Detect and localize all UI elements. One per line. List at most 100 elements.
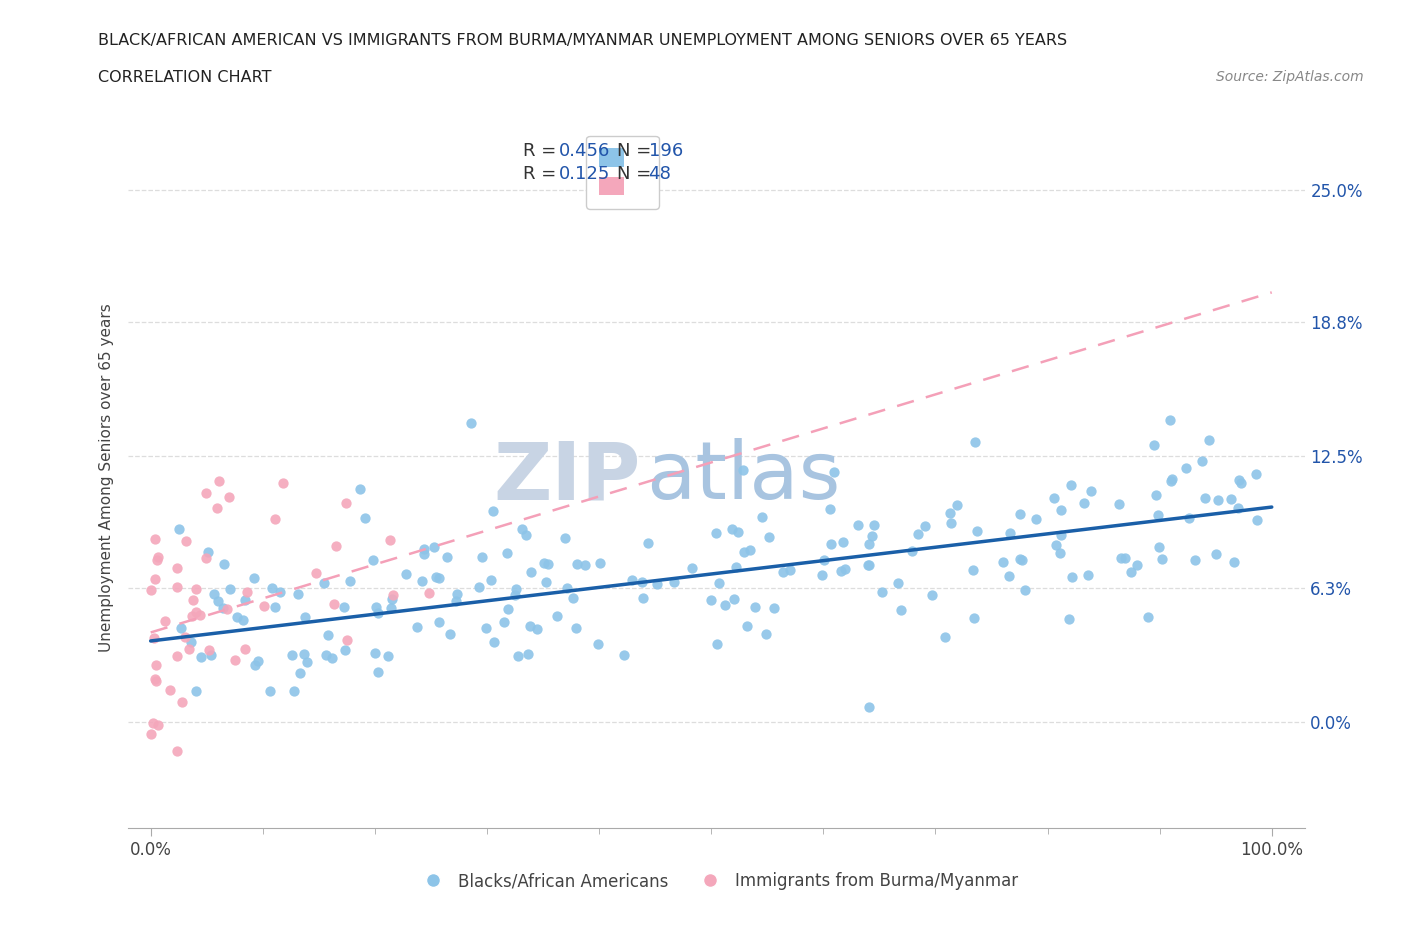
Point (834, 562, 856, 577)
Text: BLACK/AFRICAN AMERICAN VS IMMIGRANTS FROM BURMA/MYANMAR UNEMPLOYMENT AMONG SENIO: BLACK/AFRICAN AMERICAN VS IMMIGRANTS FRO… (98, 33, 1067, 47)
Point (620, 573, 643, 588)
Point (645, 577, 668, 591)
Point (323, 596, 346, 611)
Point (939, 516, 962, 531)
Point (243, 658, 266, 672)
Point (353, 511, 375, 525)
Point (1174, 460, 1197, 475)
Point (758, 529, 780, 544)
Point (637, 536, 659, 551)
Point (202, 586, 225, 601)
Point (197, 544, 219, 559)
Point (418, 585, 440, 600)
Point (198, 643, 221, 658)
Point (412, 547, 434, 562)
Point (439, 627, 461, 642)
Point (830, 564, 852, 578)
Point (166, 561, 188, 576)
Point (423, 540, 446, 555)
Point (475, 621, 498, 636)
Point (184, 684, 207, 698)
Point (145, 658, 167, 672)
Point (253, 599, 276, 614)
Text: CORRELATION CHART: CORRELATION CHART (98, 70, 271, 85)
Point (1144, 487, 1167, 502)
Point (217, 602, 239, 617)
Point (283, 684, 305, 698)
Point (218, 489, 240, 504)
Point (246, 654, 269, 669)
Point (211, 601, 233, 616)
Point (963, 611, 986, 626)
Point (555, 581, 578, 596)
Point (1114, 551, 1136, 565)
Point (914, 519, 936, 534)
Point (505, 582, 527, 597)
Point (823, 465, 845, 480)
Point (381, 588, 404, 603)
Point (195, 551, 218, 565)
Point (762, 601, 785, 616)
Point (714, 597, 737, 612)
Point (862, 517, 884, 532)
Point (1025, 512, 1047, 526)
Point (436, 550, 458, 565)
Point (181, 592, 204, 607)
Point (1043, 490, 1066, 505)
Point (921, 587, 943, 602)
Point (233, 642, 256, 657)
Point (1223, 554, 1246, 569)
Point (564, 621, 586, 636)
Point (1160, 473, 1182, 488)
Point (681, 560, 703, 575)
Point (818, 502, 841, 517)
Point (232, 612, 254, 627)
Point (546, 609, 568, 624)
Text: 48: 48 (648, 166, 672, 183)
Point (336, 632, 359, 647)
Point (727, 525, 749, 539)
Point (208, 474, 231, 489)
Text: R =: R = (523, 142, 561, 160)
Point (325, 538, 347, 553)
Point (207, 593, 229, 608)
Point (446, 593, 468, 608)
Point (411, 573, 433, 588)
Point (142, 631, 165, 645)
Point (294, 646, 316, 661)
Point (870, 584, 893, 599)
Point (998, 525, 1021, 540)
Point (236, 585, 259, 600)
Point (141, 582, 163, 597)
Point (779, 563, 801, 578)
Point (1045, 538, 1067, 552)
Point (738, 543, 761, 558)
Point (159, 683, 181, 698)
Point (907, 526, 929, 541)
Point (1011, 552, 1033, 567)
Point (534, 575, 557, 590)
Point (395, 566, 418, 581)
Point (141, 726, 163, 741)
Point (280, 647, 302, 662)
Point (381, 591, 404, 606)
Point (813, 552, 835, 567)
Point (515, 527, 537, 542)
Point (468, 580, 491, 595)
Point (181, 608, 204, 623)
Point (589, 556, 612, 571)
Point (170, 620, 193, 635)
Point (1143, 437, 1166, 452)
Point (737, 618, 759, 633)
Point (1146, 507, 1168, 522)
Point (1049, 546, 1071, 561)
Text: N =: N = (617, 142, 657, 160)
Point (1057, 611, 1080, 626)
Point (613, 648, 636, 663)
Point (966, 523, 988, 538)
Point (1178, 510, 1201, 525)
Point (367, 665, 389, 680)
Point (173, 630, 195, 644)
Point (831, 534, 853, 549)
Point (519, 618, 541, 633)
